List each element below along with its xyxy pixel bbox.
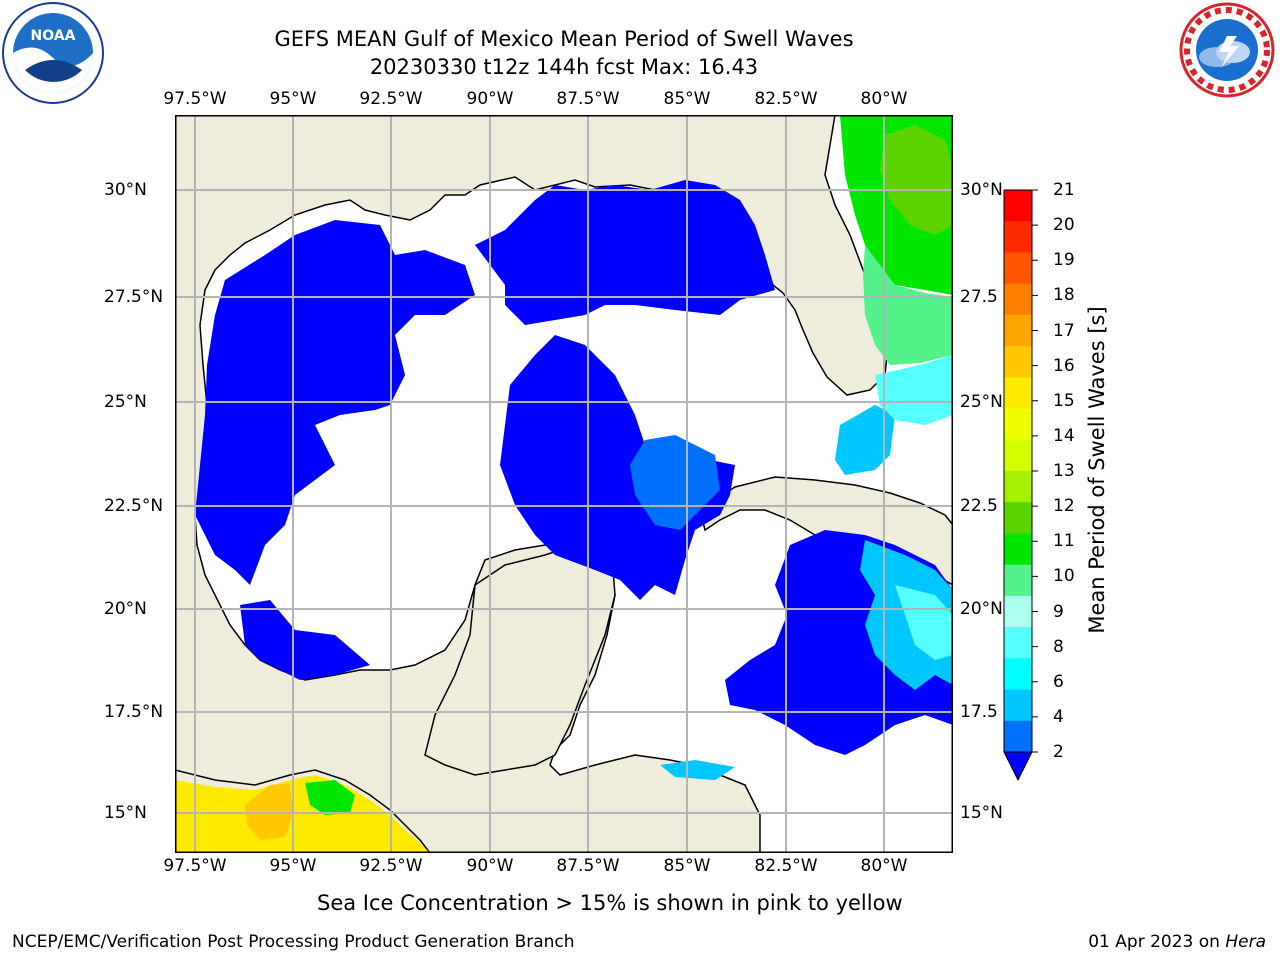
field-6s bbox=[895, 585, 953, 660]
nws-logo bbox=[1179, 2, 1275, 98]
left-lat-tick: 20°N bbox=[104, 599, 147, 619]
left-lat-tick: 17.5°N bbox=[104, 702, 164, 722]
field-pacific-16s bbox=[245, 783, 293, 840]
colorbar-tick-label: 12 bbox=[1053, 496, 1075, 517]
top-lon-tick: 87.5°W bbox=[556, 89, 620, 109]
colorbar-swatch bbox=[1004, 252, 1032, 285]
footer-credit: NCEP/EMC/Verification Post Processing Pr… bbox=[12, 932, 575, 952]
field-florida-east-6s bbox=[875, 355, 953, 425]
field-campeche bbox=[240, 600, 370, 680]
bottom-lon-tick: 80°W bbox=[860, 856, 908, 876]
colorbar-tick-label: 14 bbox=[1053, 425, 1075, 446]
colorbar-tick-label: 19 bbox=[1053, 250, 1075, 271]
field-atlantic-9s bbox=[863, 245, 953, 365]
colorbar-frame bbox=[1003, 189, 1033, 752]
right-lat-tick: 25°N bbox=[960, 392, 1003, 412]
colorbar-swatch bbox=[1004, 471, 1032, 503]
map-subtitle: 20230330 t12z 144h fcst Max: 16.43 bbox=[369, 55, 759, 79]
colorbar-extend-arrow bbox=[1003, 751, 1033, 782]
top-lon-tick: 90°W bbox=[466, 89, 514, 109]
colorbar-swatch bbox=[1004, 658, 1032, 691]
right-lat-tick: 22.5 bbox=[960, 496, 998, 516]
colorbar-swatches bbox=[1004, 189, 1038, 753]
bottom-lon-tick: 90°W bbox=[466, 856, 514, 876]
colorbar-tick-label: 10 bbox=[1053, 566, 1075, 587]
colorbar-tick-label: 11 bbox=[1053, 531, 1075, 552]
bottom-lon-tick: 85°W bbox=[663, 856, 711, 876]
bottom-lon-tick: 87.5°W bbox=[556, 856, 620, 876]
left-lat-tick: 15°N bbox=[104, 803, 147, 823]
colorbar-swatch bbox=[1004, 221, 1032, 253]
gulf-of-mexico-map bbox=[175, 115, 953, 853]
colorbar-tick-label: 13 bbox=[1053, 461, 1075, 481]
colorbar-tick-label: 21 bbox=[1053, 180, 1075, 200]
bottom-lon-tick: 82.5°W bbox=[754, 856, 818, 876]
colorbar-tick-label: 2 bbox=[1053, 742, 1064, 762]
colorbar-swatch bbox=[1004, 502, 1032, 534]
left-lat-tick: 25°N bbox=[104, 392, 147, 412]
right-lat-tick: 20°N bbox=[960, 599, 1003, 619]
colorbar-swatch bbox=[1004, 314, 1032, 347]
colorbar-swatch bbox=[1004, 627, 1032, 659]
top-lon-tick: 80°W bbox=[860, 89, 908, 109]
colorbar-swatch bbox=[1004, 283, 1032, 316]
colorbar bbox=[1003, 189, 1038, 782]
field-florida-straits-4s bbox=[835, 405, 895, 475]
colorbar-swatch bbox=[1004, 720, 1032, 753]
top-lon-tick: 92.5°W bbox=[359, 89, 423, 109]
colorbar-tick-label: 18 bbox=[1053, 285, 1075, 306]
colorbar-swatch bbox=[1004, 377, 1032, 410]
colorbar-tick-label: 4 bbox=[1053, 706, 1064, 727]
top-lon-tick: 85°W bbox=[663, 89, 711, 109]
field-central-gulf bbox=[475, 180, 775, 325]
map-title: GEFS MEAN Gulf of Mexico Mean Period of … bbox=[274, 27, 854, 51]
top-lon-tick: 95°W bbox=[269, 89, 317, 109]
colorbar-tick-label: 20 bbox=[1053, 215, 1075, 236]
top-lon-tick: 97.5°W bbox=[163, 89, 227, 109]
grid-lines bbox=[175, 115, 953, 853]
bottom-lon-tick: 92.5°W bbox=[359, 856, 423, 876]
colorbar-swatch bbox=[1004, 346, 1032, 378]
colorbar-tick-label: 6 bbox=[1053, 671, 1064, 692]
right-lat-tick: 30°N bbox=[960, 180, 1003, 200]
field-pacific-10s bbox=[305, 780, 355, 815]
colorbar-swatch bbox=[1004, 595, 1032, 628]
footer-date-text: 01 Apr 2023 on bbox=[1088, 932, 1220, 952]
svg-text:NOAA: NOAA bbox=[31, 28, 76, 44]
field-honduras-coast bbox=[660, 760, 735, 780]
footer-host: Hera bbox=[1225, 932, 1266, 952]
right-lat-tick: 17.5 bbox=[960, 702, 998, 722]
bottom-lon-tick: 95°W bbox=[269, 856, 317, 876]
colorbar-tick-label: 17 bbox=[1053, 320, 1075, 341]
top-lon-tick: 82.5°W bbox=[754, 89, 818, 109]
bottom-lon-tick: 97.5°W bbox=[163, 856, 227, 876]
footer-date: 01 Apr 2023 on Hera bbox=[1088, 932, 1266, 952]
right-lat-tick: 27.5 bbox=[960, 287, 998, 307]
colorbar-swatch bbox=[1004, 190, 1032, 222]
colorbar-swatch bbox=[1004, 564, 1032, 597]
noaa-logo: NOAA bbox=[2, 2, 104, 104]
colorbar-tick-label: 9 bbox=[1053, 601, 1064, 622]
colorbar-tick-label: 16 bbox=[1053, 355, 1075, 376]
field-atlantic-11s bbox=[880, 125, 953, 235]
colorbar-tick-label: 15 bbox=[1053, 390, 1075, 411]
left-lat-tick: 27.5°N bbox=[104, 287, 164, 307]
colorbar-swatch bbox=[1004, 689, 1032, 722]
right-lat-tick: 15°N bbox=[960, 803, 1003, 823]
map-frame bbox=[175, 115, 953, 853]
left-lat-tick: 30°N bbox=[104, 180, 147, 200]
colorbar-swatch bbox=[1004, 533, 1032, 566]
colorbar-swatch bbox=[1004, 439, 1032, 472]
colorbar-tick-label: 8 bbox=[1053, 636, 1064, 657]
left-lat-tick: 22.5°N bbox=[104, 496, 164, 516]
colorbar-swatch bbox=[1004, 408, 1032, 441]
ice-note: Sea Ice Concentration > 15% is shown in … bbox=[317, 891, 903, 915]
colorbar-title: Mean Period of Swell Waves [s] bbox=[1085, 306, 1109, 634]
